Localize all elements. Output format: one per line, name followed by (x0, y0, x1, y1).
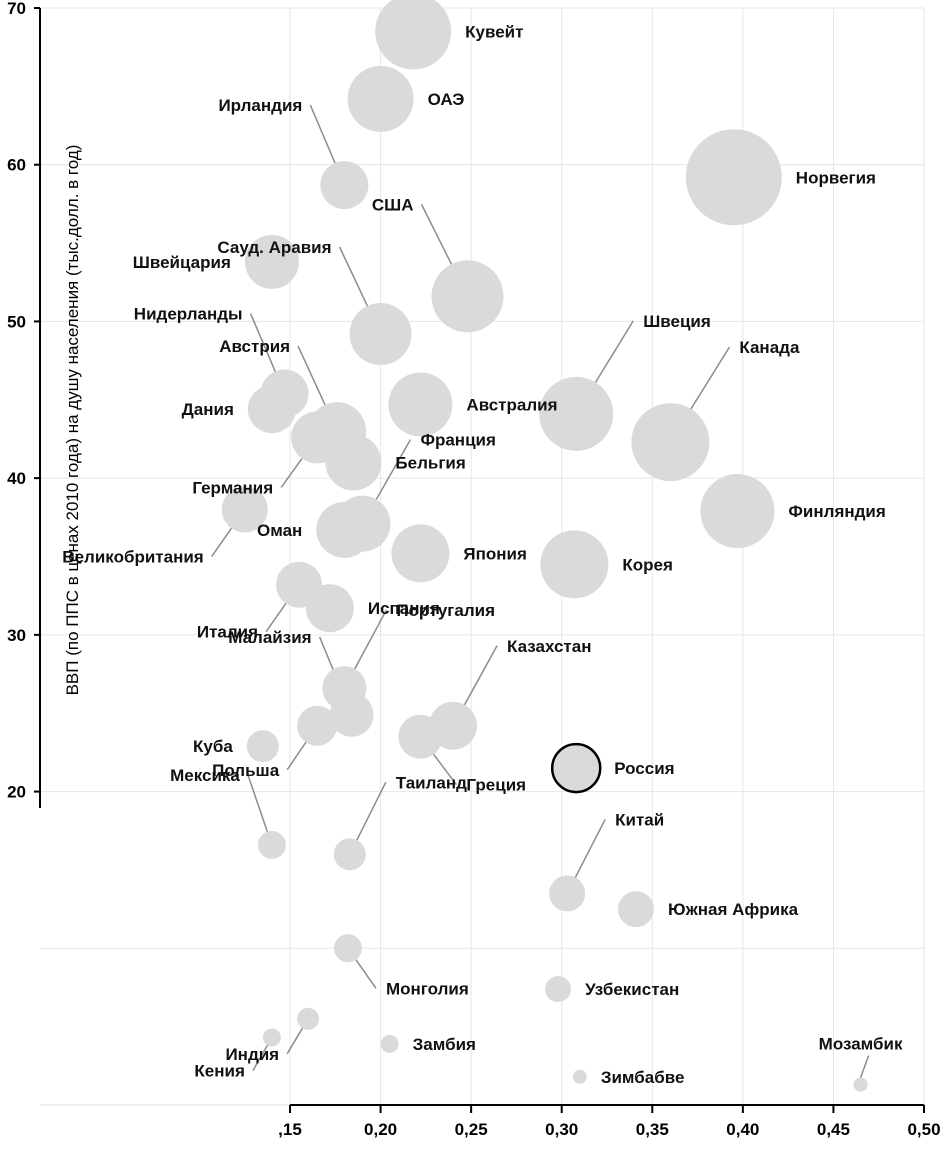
bubble-label: Зимбабве (601, 1068, 685, 1087)
bubble (539, 376, 614, 451)
tick-labels: ,15 0,20 0,25 0,30 0,35 0,40 0,45 0,50 20 30 40 50 6… (7, 0, 940, 1139)
bubble (297, 705, 338, 746)
bubble (316, 501, 373, 558)
y-tick-label: 50 (7, 312, 26, 331)
bubble-label: США (372, 195, 414, 214)
bubble-label: Великобритания (62, 547, 203, 566)
bubble (545, 976, 572, 1003)
bubble-label: Мозамбик (819, 1035, 903, 1054)
bubble-label: Мексика (170, 766, 240, 785)
bubble (221, 486, 268, 533)
bubble (246, 730, 279, 763)
bubble-label: Финляндия (788, 502, 885, 521)
bubble-label: Бельгия (395, 453, 465, 472)
bubble-label: Кения (194, 1062, 244, 1081)
bubble (262, 1028, 281, 1047)
bubble-label: Франция (420, 431, 495, 450)
bubble-label: Швейцария (133, 253, 231, 272)
bubble-label: Россия (614, 759, 674, 778)
bubble (388, 372, 453, 437)
bubble-label: Индия (225, 1045, 279, 1064)
bubble-label: Австралия (466, 395, 557, 414)
bubble-label: Куба (193, 737, 233, 756)
y-tick-label: 20 (7, 783, 26, 802)
bubble (375, 0, 452, 70)
bubble-label: Южная Африка (668, 900, 799, 919)
x-tick-label: 0,50 (907, 1120, 940, 1139)
bubble (631, 403, 710, 482)
bubble (247, 385, 296, 434)
bubble (347, 65, 414, 132)
x-tick-label: ,15 (278, 1120, 302, 1139)
bubble-label: Таиланд (396, 773, 467, 792)
x-tick-label: 0,20 (364, 1120, 397, 1139)
bubble (572, 1069, 587, 1084)
bubble-label: Япония (463, 544, 527, 563)
bubble-label: Ирландия (218, 96, 302, 115)
bubble-label: Норвегия (796, 168, 876, 187)
x-tick-label: 0,25 (455, 1120, 488, 1139)
bubbles (221, 0, 868, 1092)
bubble-label: Китай (615, 810, 664, 829)
y-tick-label: 30 (7, 626, 26, 645)
bubble-label: Канада (739, 338, 800, 357)
bubble-label: Замбия (413, 1035, 476, 1054)
bubble-labels: Кувейт ОАЭ Норвегия Ирландия Сауд. Аравия США… (62, 23, 903, 1087)
y-tick-label: 40 (7, 469, 26, 488)
bubble-label: Оман (257, 521, 302, 540)
bubble-label: Польша (212, 761, 280, 780)
bubble-label: Дания (182, 400, 234, 419)
bubble (244, 234, 299, 289)
bubble-label: Малайзия (228, 628, 311, 647)
axes (34, 7, 925, 1113)
bubble (617, 891, 654, 928)
bubble-label: Узбекистан (585, 980, 679, 999)
bubble (333, 838, 366, 871)
x-tick-label: 0,45 (817, 1120, 850, 1139)
bubble-label: Италия (197, 623, 258, 642)
bubble (297, 1007, 320, 1030)
bubble-label: Корея (622, 555, 673, 574)
bubble-label: Монголия (386, 979, 469, 998)
bubble-label: ОАЭ (428, 90, 465, 109)
bubble (550, 742, 602, 794)
bubble (320, 161, 369, 210)
y-tick-label: 60 (7, 156, 26, 175)
bubble (329, 692, 374, 737)
y-tick-label: 70 (7, 0, 26, 18)
x-tick-label: 0,35 (636, 1120, 669, 1139)
x-tick-label: 0,40 (726, 1120, 759, 1139)
bubble (853, 1077, 868, 1092)
bubble-label: Германия (192, 478, 273, 497)
y-axis-label: ВВП (по ППС в ценах 2010 года) на душу н… (63, 145, 82, 696)
bubble (305, 584, 354, 633)
bubble-label: Греция (466, 776, 526, 795)
bubble (431, 260, 504, 333)
bubble (540, 530, 609, 599)
bubble (333, 934, 362, 963)
leader-lines (211, 104, 870, 1078)
bubble-label: Кувейт (465, 23, 523, 42)
bubble-label: Португалия (396, 601, 495, 620)
bubble (391, 524, 450, 583)
bubble (685, 129, 782, 226)
bubble (257, 830, 286, 859)
x-tick-label: 0,30 (545, 1120, 578, 1139)
bubble (700, 474, 775, 549)
leader-line (859, 1055, 870, 1078)
bubble (549, 875, 586, 912)
bubble-label: Нидерланды (134, 305, 243, 324)
bubble-label: Австрия (219, 337, 290, 356)
bubble-label: Испания (368, 599, 440, 618)
bubble (325, 434, 382, 491)
bubble-label: Сауд. Аравия (217, 238, 331, 257)
bubble (398, 714, 443, 759)
bubble (349, 302, 412, 365)
bubble (380, 1034, 399, 1053)
bubble-label: Швеция (643, 312, 711, 331)
bubble-label: Казахстан (507, 637, 591, 656)
